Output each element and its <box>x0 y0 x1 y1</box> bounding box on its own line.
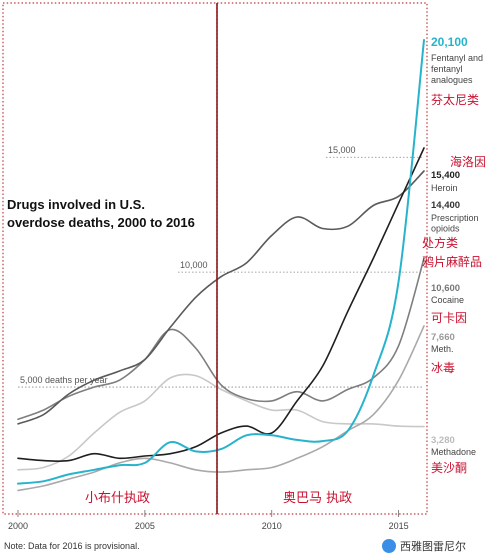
reference-label: 5,000 deaths per year <box>20 375 108 385</box>
series-line <box>17 325 425 492</box>
series-line <box>17 39 425 485</box>
series-name: Methadone <box>431 447 476 457</box>
series-end-value: 7,660 <box>431 332 455 343</box>
x-axis: 2000 2005 2010 2015 <box>8 510 409 531</box>
series-line <box>17 257 425 421</box>
series-name: Cocaine <box>431 295 464 305</box>
period-label: 小布什执政 <box>85 491 150 506</box>
series-line <box>17 147 425 463</box>
period-label: 奥巴马 执政 <box>283 491 352 506</box>
watermark-logo-icon <box>382 539 396 553</box>
period-box-obama <box>216 2 428 515</box>
period-box-bush <box>2 2 218 515</box>
series-end-value: 3,280 <box>431 435 455 446</box>
series-end-value: 14,400 <box>431 200 460 211</box>
series-name-line: Prescription <box>431 213 479 223</box>
reference-label: 15,000 <box>328 145 356 155</box>
watermark-text: 西雅图雷尼尔 <box>400 539 466 553</box>
series-name-line: Meth. <box>431 344 454 354</box>
x-tick-label: 2015 <box>389 521 409 531</box>
reference-lines: 5,000 deaths per year 10,000 15,000 <box>18 145 424 388</box>
series-name-cn: 海洛因 <box>450 154 486 169</box>
series-name: Meth. <box>431 344 454 354</box>
series-name: Fentanyl and fentanyl analogues <box>431 53 483 85</box>
series-line <box>17 170 425 425</box>
series-name-cn: 可卡因 <box>431 311 467 325</box>
series-name-cn: 冰毒 <box>431 361 455 375</box>
x-tick-label: 2000 <box>8 521 28 531</box>
series-end-value: 20,100 <box>431 35 468 49</box>
footnote: Note: Data for 2016 is provisional. <box>4 541 140 551</box>
reference-label: 10,000 <box>180 260 208 270</box>
series-end-value: 10,600 <box>431 283 460 294</box>
series-name: Prescription opioids <box>431 213 479 234</box>
series-lines <box>17 39 425 492</box>
series-name-line: Heroin <box>431 183 458 193</box>
series-name-cn: 鸦片麻醉品 <box>422 254 482 269</box>
series-name-line: analogues <box>431 75 473 85</box>
x-tick-label: 2010 <box>262 521 282 531</box>
series-name-line: Fentanyl and <box>431 53 483 63</box>
series-name-line: Cocaine <box>431 295 464 305</box>
series-line <box>17 373 425 471</box>
series-name-line: Methadone <box>431 447 476 457</box>
chart-title-line-2: overdose deaths, 2000 to 2016 <box>7 215 195 230</box>
period-overlays: 小布什执政 奥巴马 执政 <box>2 2 428 515</box>
series-name-cn: 处方类 <box>422 235 458 250</box>
series-name-cn: 美沙酮 <box>431 461 467 475</box>
series-name-line: opioids <box>431 224 460 234</box>
series-labels: 20,100 Fentanyl and fentanyl analogues 芬太尼类 1… <box>422 35 486 475</box>
series-name-cn: 芬太尼类 <box>431 92 479 107</box>
series-end-value: 15,400 <box>431 170 460 181</box>
x-tick-label: 2005 <box>135 521 155 531</box>
chart-title-line-1: Drugs involved in U.S. <box>7 197 145 212</box>
watermark: 西雅图雷尼尔 <box>382 539 466 553</box>
series-name-line: fentanyl <box>431 64 463 74</box>
series-name: Heroin <box>431 183 458 193</box>
